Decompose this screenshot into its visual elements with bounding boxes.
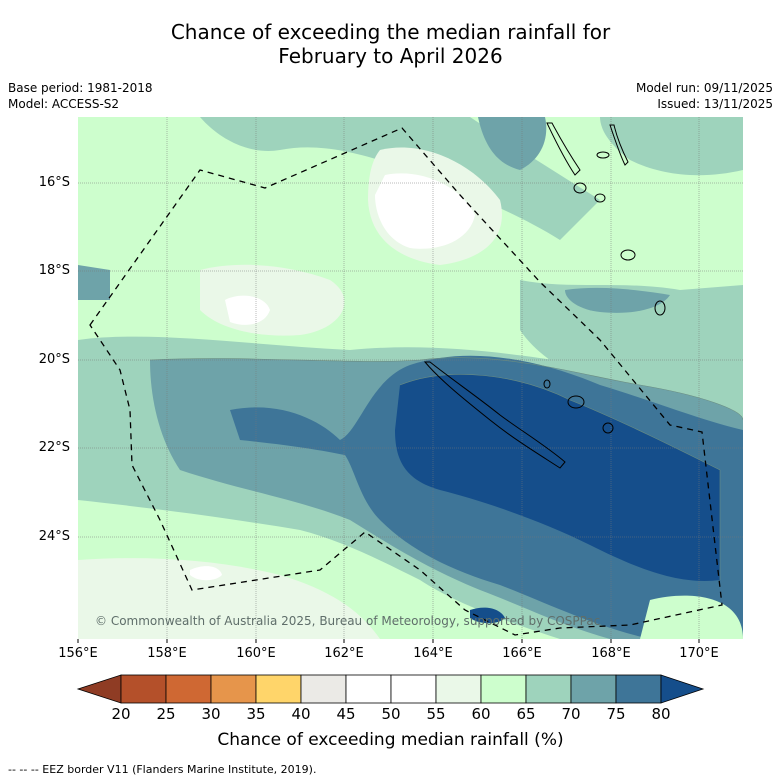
colorbar-segment-35-40 [255, 674, 302, 704]
loyalty-island [543, 379, 551, 389]
lon-label-166e: 166°E [502, 646, 542, 661]
coastlines [423, 122, 666, 469]
vanuatu-island [620, 249, 636, 261]
eez-footnote: -- -- -- EEZ border V11 (Flanders Marine… [8, 763, 317, 776]
probability-70-75-region [78, 265, 110, 300]
colorbar-tick-70: 70 [561, 705, 581, 723]
colorbar-above-80-triangle [660, 674, 705, 704]
lon-label-162e: 162°E [324, 646, 364, 661]
colorbar-tick-35: 35 [246, 705, 266, 723]
probability-above-80-region [395, 374, 720, 581]
probability-50-55-region [190, 566, 222, 581]
model-run: Model run: 09/11/2025 [635, 81, 773, 95]
eez-border [89, 127, 723, 636]
colorbar-segment-55-60 [435, 674, 482, 704]
new-caledonia-island [423, 361, 566, 469]
colorbar-tick-65: 65 [516, 705, 536, 723]
lat-label-18s: 18°S [38, 263, 70, 278]
colorbar-tick-75: 75 [606, 705, 626, 723]
vanuatu-island [546, 122, 581, 176]
colorbar-tick-45: 45 [336, 705, 356, 723]
lat-label-24s: 24°S [38, 529, 70, 544]
model-name: Model: ACCESS-S2 [8, 97, 120, 111]
lon-label-160e: 160°E [236, 646, 276, 661]
vanuatu-island [596, 151, 610, 159]
colorbar-segment-20-25 [120, 674, 167, 704]
lon-label-168e: 168°E [591, 646, 631, 661]
lon-label-158e: 158°E [147, 646, 187, 661]
colorbar-tick-20: 20 [111, 705, 131, 723]
lon-label-156e: 156°E [58, 646, 98, 661]
colorbar-label: Chance of exceeding median rainfall (%) [217, 730, 564, 750]
colorbar-tick-80: 80 [651, 705, 671, 723]
issued-date: Issued: 13/11/2025 [657, 97, 773, 111]
gridlines [78, 117, 743, 639]
colorbar [76, 674, 705, 704]
lat-label-22s: 22°S [38, 440, 70, 455]
colorbar-below-20-triangle [76, 674, 122, 704]
contour-lines [149, 357, 743, 580]
colorbar-tick-30: 30 [201, 705, 221, 723]
probability-55-60-region [78, 558, 380, 639]
vanuatu-island [654, 300, 666, 316]
lat-label-20s: 20°S [38, 352, 70, 367]
copyright-notice: © Commonwealth of Australia 2025, Bureau… [95, 614, 601, 628]
colorbar-segment-50-55 [390, 674, 437, 704]
vanuatu-island [573, 182, 587, 194]
probability-50-55-region [375, 173, 475, 249]
colorbar-segment-40-45 [300, 674, 347, 704]
colorbar-segment-70-75 [570, 674, 617, 704]
loyalty-island [602, 422, 614, 434]
probability-70-75-region [478, 117, 547, 170]
colorbar-tick-50: 50 [381, 705, 401, 723]
map-fill [78, 117, 743, 639]
colorbar-segment-75-80 [615, 674, 662, 704]
lon-label-170e: 170°E [679, 646, 719, 661]
colorbar-segment-45-50 [345, 674, 392, 704]
probability-65-70-region [600, 117, 743, 176]
title-line-1: Chance of exceeding the median rainfall … [170, 20, 611, 44]
probability-60-65-region [640, 595, 743, 639]
probability-50-55-region [225, 295, 270, 325]
lon-label-164e: 164°E [413, 646, 453, 661]
vanuatu-island [609, 124, 629, 166]
colorbar-segment-65-70 [525, 674, 572, 704]
colorbar-tick-25: 25 [156, 705, 176, 723]
colorbar-tick-40: 40 [291, 705, 311, 723]
title-line-2: February to April 2026 [278, 44, 503, 68]
lat-label-16s: 16°S [38, 175, 70, 190]
vanuatu-island [594, 193, 606, 203]
probability-above-80-region [470, 607, 505, 624]
colorbar-segment-60-65 [480, 674, 527, 704]
colorbar-segment-25-30 [165, 674, 212, 704]
base-period: Base period: 1981-2018 [8, 81, 153, 95]
colorbar-segment-30-35 [210, 674, 257, 704]
axis-ticks [77, 639, 700, 643]
loyalty-island [567, 395, 585, 409]
colorbar-tick-60: 60 [471, 705, 491, 723]
colorbar-tick-55: 55 [426, 705, 446, 723]
probability-70-75-region [565, 287, 670, 313]
